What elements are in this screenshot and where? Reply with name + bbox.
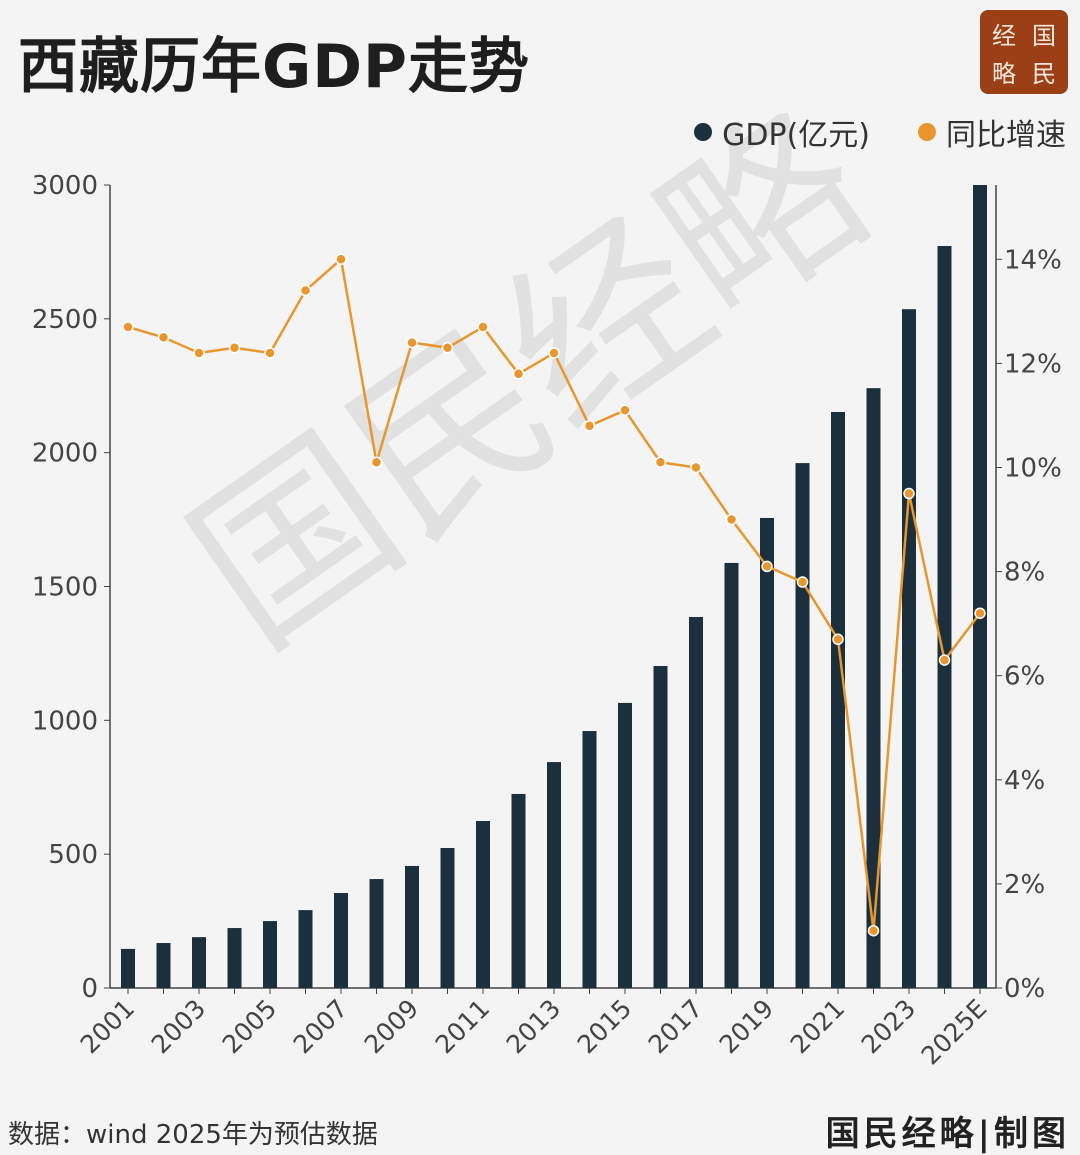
growth-point: [228, 342, 241, 354]
gdp-bar: [937, 246, 952, 988]
right-tick-label: 0%: [1004, 974, 1045, 1004]
legend-label: 同比增速: [946, 118, 1066, 153]
logo-char: 略: [992, 59, 1016, 88]
gdp-bar: [440, 848, 455, 988]
growth-point: [796, 576, 809, 588]
growth-point: [938, 654, 951, 666]
gdp-bar: [760, 517, 774, 988]
left-tick-label: 1000: [32, 706, 98, 736]
x-tick-label: 2015: [572, 994, 637, 1059]
left-tick-label: 0: [81, 974, 98, 1004]
left-tick-label: 500: [48, 840, 98, 870]
gdp-bar: [653, 665, 668, 988]
legend-label: GDP(亿元): [722, 118, 870, 153]
gdp-bar: [547, 762, 561, 988]
growth-point: [264, 347, 276, 359]
growth-point: [370, 456, 383, 469]
x-tick-label: 2003: [146, 994, 211, 1059]
right-tick-label: 6%: [1004, 662, 1045, 692]
growth-point: [619, 404, 631, 416]
growth-point: [725, 513, 738, 526]
x-tick-label: 2023: [856, 994, 921, 1059]
gdp-bar: [866, 388, 881, 988]
gdp-bar: [369, 879, 384, 988]
x-tick-label: 2013: [501, 994, 566, 1059]
growth-point: [157, 331, 170, 344]
growth-point: [406, 336, 418, 349]
legend-item-growth: 同比增速: [918, 110, 1066, 154]
credit: 国民经略|制图: [825, 1114, 1070, 1154]
gdp-bar: [263, 921, 277, 988]
gdp-bar: [476, 820, 490, 988]
legend-marker-growth: [918, 123, 936, 141]
right-tick-label: 4%: [1004, 766, 1045, 796]
brand-logo: 经 国 略 民: [980, 10, 1068, 94]
gdp-bar: [724, 562, 739, 988]
growth-point: [832, 633, 844, 646]
x-tick-label: 2017: [643, 994, 708, 1059]
gdp-bar: [121, 948, 135, 988]
growth-point: [654, 456, 667, 469]
gdp-bar: [334, 892, 348, 988]
logo-char: 经: [992, 21, 1016, 50]
gdp-bar: [973, 185, 987, 988]
logo-char: 国: [1032, 21, 1056, 50]
left-tick-label: 1500: [32, 573, 98, 603]
legend-item-gdp: GDP(亿元): [694, 110, 870, 154]
gdp-bar: [298, 910, 313, 988]
page-title: 西藏历年GDP走势: [18, 32, 531, 102]
growth-point: [583, 420, 596, 432]
gdp-bar: [582, 731, 597, 988]
growth-point: [903, 487, 915, 500]
growth-point: [761, 560, 773, 573]
growth-point: [867, 924, 880, 937]
x-tick-label: 2021: [785, 994, 850, 1059]
growth-point: [193, 347, 205, 359]
growth-point: [512, 368, 525, 380]
gdp-bar: [192, 937, 206, 988]
growth-point: [299, 284, 312, 297]
growth-point: [122, 321, 134, 333]
legend: GDP(亿元) 同比增速: [694, 110, 1066, 154]
growth-point: [548, 347, 560, 359]
left-tick-label: 3000: [32, 171, 98, 201]
growth-point: [477, 321, 489, 333]
gdp-bar: [618, 702, 632, 988]
gdp-bar: [156, 943, 171, 988]
left-tick-label: 2000: [32, 439, 98, 469]
gdp-bar: [511, 793, 526, 988]
growth-point: [974, 607, 986, 619]
gdp-bar: [227, 928, 242, 988]
gdp-bar: [831, 411, 845, 988]
growth-point: [690, 461, 702, 474]
logo-char: 民: [1032, 59, 1056, 88]
gdp-bar: [795, 463, 810, 988]
right-tick-label: 10%: [1004, 454, 1062, 484]
left-tick-label: 2500: [32, 305, 98, 335]
right-tick-label: 12%: [1004, 349, 1062, 379]
x-tick-label: 2025E: [916, 994, 993, 1071]
gdp-bar: [689, 617, 703, 988]
x-tick-label: 2005: [217, 994, 282, 1059]
right-tick-label: 14%: [1004, 245, 1062, 275]
legend-marker-gdp: [694, 123, 713, 141]
growth-point: [335, 253, 347, 266]
growth-point: [441, 342, 454, 354]
x-tick-label: 2011: [430, 994, 495, 1059]
gdp-bar: [902, 309, 916, 988]
x-tick-label: 2009: [359, 994, 424, 1059]
right-tick-label: 8%: [1004, 558, 1045, 588]
x-tick-label: 2019: [714, 994, 779, 1059]
right-tick-label: 2%: [1004, 870, 1045, 900]
source-note: 数据：wind 2025年为预估数据: [8, 1120, 378, 1150]
gdp-bar: [405, 865, 419, 988]
x-tick-label: 2007: [288, 994, 353, 1059]
